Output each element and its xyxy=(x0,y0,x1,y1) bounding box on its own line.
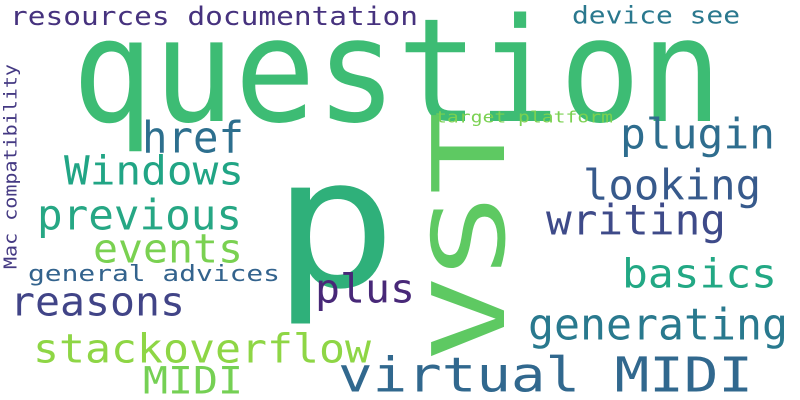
word-windows: Windows xyxy=(64,148,244,195)
word-generating: generating xyxy=(528,298,788,350)
word-mac-compatibility: Mac compatibility xyxy=(0,63,22,269)
word-target-platform: target platform xyxy=(435,108,613,127)
word-plus: plus xyxy=(315,266,415,313)
word-previous: previous xyxy=(37,191,242,240)
word-device-see: device see xyxy=(572,1,740,30)
word-basics: basics xyxy=(622,251,777,298)
word-virtual-midi: virtual MIDI xyxy=(338,347,753,400)
word-vst: VST xyxy=(412,111,528,360)
word-midi: MIDI xyxy=(143,359,243,400)
word-general-advices: general advices xyxy=(28,261,280,287)
word-href: href xyxy=(142,111,244,163)
word-plugin: plugin xyxy=(620,110,775,159)
word-events: events xyxy=(93,226,243,273)
word-reasons: reasons xyxy=(10,279,185,326)
word-stackoverflow: stackoverflow xyxy=(33,326,371,373)
word-question: question xyxy=(72,0,722,156)
word-writing: writing xyxy=(546,196,726,245)
word-looking: looking xyxy=(583,161,761,210)
word-resources-documentation: resources documentation xyxy=(10,1,418,32)
word-p: p xyxy=(272,120,397,330)
